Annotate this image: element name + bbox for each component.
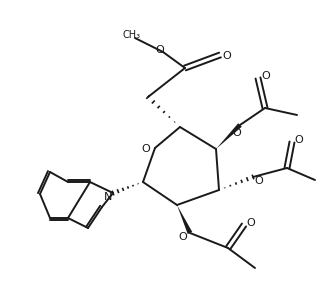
Polygon shape: [177, 205, 192, 234]
Text: CH₃: CH₃: [123, 30, 141, 40]
Text: O: O: [261, 71, 270, 81]
Text: O: O: [247, 218, 256, 228]
Text: O: O: [255, 176, 263, 186]
Text: O: O: [156, 45, 165, 55]
Text: N: N: [104, 192, 112, 202]
Text: O: O: [179, 232, 187, 242]
Text: O: O: [142, 144, 150, 154]
Polygon shape: [216, 123, 242, 149]
Text: O: O: [295, 135, 304, 145]
Text: O: O: [233, 128, 241, 138]
Text: O: O: [223, 51, 231, 61]
